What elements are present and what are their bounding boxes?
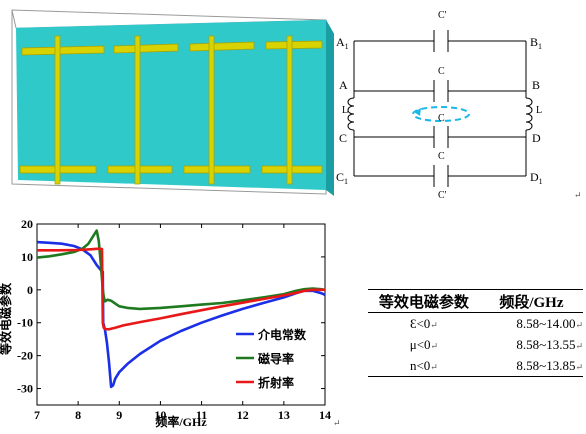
- y-tick-label: -20: [17, 349, 33, 363]
- table-cell: 8.58~13.55↵: [516, 336, 583, 352]
- node-a: A: [339, 78, 348, 92]
- node-a1: A1: [336, 35, 349, 51]
- node-b1: B1: [530, 35, 542, 51]
- table-cell: n<0↵: [368, 355, 480, 377]
- x-tick-label: 7: [34, 408, 40, 422]
- legend-label: 折射率: [258, 375, 294, 390]
- node-d: D: [532, 131, 541, 145]
- x-tick-label: 12: [237, 408, 249, 422]
- table-row: n<0↵ 8.58~13.85↵: [368, 355, 583, 377]
- x-tick-label: 10: [154, 408, 166, 422]
- series-line-1: [36, 240, 326, 389]
- node-c: C: [339, 131, 347, 145]
- x-tick-label: 9: [116, 408, 122, 422]
- x-tick-label: 11: [196, 408, 207, 422]
- y-tick-label: 20: [21, 217, 33, 231]
- table-cell: μ<0↵: [409, 336, 439, 352]
- table-row: μ<0↵ 8.58~13.55↵: [368, 334, 583, 355]
- table-header-cell: 频段/GHz: [479, 289, 583, 313]
- cap-label-ab: C: [438, 66, 445, 77]
- legend-label: 介电常数: [257, 327, 307, 342]
- cap-label-top: C': [438, 10, 447, 21]
- cap-label-bottom: C': [438, 190, 447, 200]
- x-tick-label: 13: [278, 408, 290, 422]
- node-b: B: [532, 78, 540, 92]
- x-axis-label: 频率/GHz: [155, 414, 207, 429]
- table-cell: 8.58~13.85↵: [479, 355, 583, 377]
- table-row: Ɛ<0↵ 8.58~14.00↵: [368, 313, 583, 335]
- x-tick-label: 8: [75, 408, 81, 422]
- para-mark-circuit: ↵: [574, 190, 582, 200]
- ind-label-right: L: [536, 105, 542, 116]
- parameter-table: 等效电磁参数 频段/GHz Ɛ<0↵ 8.58~14.00↵ μ<0↵ 8.58…: [368, 289, 583, 377]
- legend-label: 磁导率: [257, 351, 294, 366]
- y-tick-label: -30: [17, 382, 33, 396]
- cap-label-cd: C: [438, 151, 445, 162]
- node-d1: D1: [530, 170, 543, 186]
- cap-label-center: C: [438, 113, 445, 124]
- table-cell: Ɛ<0↵: [409, 315, 438, 331]
- table-header-cell: 等效电磁参数: [368, 289, 480, 313]
- para-mark-chart: ↵: [333, 418, 341, 428]
- table-header-row: 等效电磁参数 频段/GHz: [368, 289, 583, 313]
- ind-label-left: L: [342, 105, 348, 116]
- y-axis-label: 等效电磁参数: [0, 282, 13, 356]
- structure-render: [11, 9, 334, 196]
- table-cell: 8.58~14.00↵: [516, 315, 583, 331]
- series-line-3: [37, 247, 325, 331]
- y-tick-label: 0: [27, 283, 33, 297]
- node-c1: C1: [336, 170, 348, 186]
- x-tick-label: 14: [319, 408, 331, 422]
- y-tick-label: -10: [17, 316, 33, 330]
- equivalent-circuit: C' C C C' C L L A1 B1 A B C D C1 D1 ↵: [336, 10, 582, 200]
- y-tick-label: 10: [21, 250, 33, 264]
